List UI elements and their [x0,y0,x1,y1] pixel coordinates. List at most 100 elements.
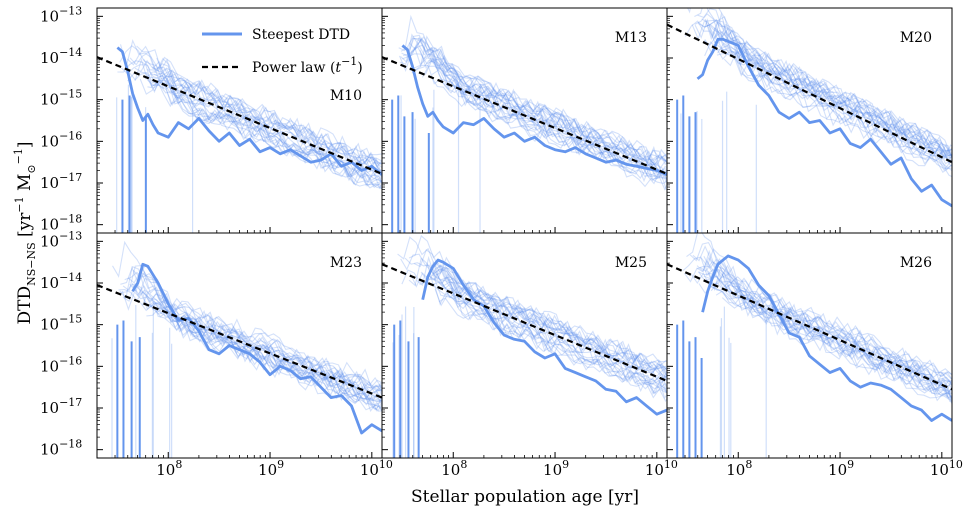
model-curve [713,274,952,387]
y-title-units-open: [yr [15,212,35,243]
model-curve [400,34,667,179]
x-tick-label: 108 [156,458,182,479]
model-curve [705,271,952,403]
model-curve [397,236,667,378]
model-curve [415,255,667,384]
x-tick-label: 109 [543,458,569,479]
steepest-dtd-line [421,258,667,416]
power-law-line [382,56,667,175]
y-tick-label: 10−13 [40,4,82,25]
model-curve [684,20,952,169]
model-curve [421,65,667,178]
model-curve [715,290,952,402]
x-tick-label: 1010 [930,458,963,479]
power-law-line [97,56,382,175]
model-curve [402,53,667,180]
model-curve [716,39,952,164]
model-curve [119,45,382,177]
legend-powerlaw-label: Power law (t−1) [252,55,363,76]
model-curve [112,240,382,388]
model-curve [703,30,952,162]
model-curve [710,282,952,402]
y-tick-label: 10−14 [40,271,82,292]
model-curve [408,37,667,165]
model-curve [686,233,952,386]
power-law-line [667,23,952,164]
model-curve [434,268,667,377]
model-curve [689,241,952,392]
model-curve [701,18,952,156]
model-curve [150,57,382,168]
model-curve [126,45,382,179]
model-curve [704,39,952,172]
model-curve [141,287,382,403]
model-curve [700,248,952,380]
panels-layer [97,8,952,458]
model-curve [152,60,382,165]
model-curve [408,234,667,371]
model-curve [705,266,952,393]
model-curve [413,249,667,379]
legend-powerlaw-suffix: ) [357,60,362,76]
model-curve [690,272,952,402]
model-curve [147,74,382,185]
model-curve [152,299,382,402]
x-tick-label: 109 [828,458,854,479]
model-curve [122,265,382,392]
model-curve [699,261,952,403]
model-curve [437,275,667,378]
panel-label: M26 [900,255,932,271]
model-curve [694,18,952,165]
model-curve [438,281,667,385]
model-curve [398,46,667,179]
model-curve [136,45,382,175]
model-curve [442,69,667,180]
x-tick-label: 109 [258,458,284,479]
panel-label: M13 [615,30,647,46]
y-tick-label: 10−17 [40,396,82,417]
y-title-exp1: −1 [13,196,26,212]
model-curve [434,289,667,395]
panel-M13 [382,14,667,233]
model-curve [127,71,382,187]
x-tick-label: 1010 [360,458,393,479]
model-curve [438,297,667,395]
model-curve [414,53,667,191]
model-curve [147,297,382,408]
model-curve [687,8,952,157]
model-curve [710,281,952,402]
model-curve [707,265,952,396]
model-curve [132,277,382,392]
model-curve [403,38,667,165]
model-curve [139,301,382,412]
model-curve [147,303,382,403]
model-curve [694,13,952,159]
panel-M10 [97,39,382,233]
model-curve [152,302,382,402]
power-law-line [97,284,382,399]
model-curve [696,249,952,385]
y-title-units-mid: M [15,174,35,197]
y-title-units-close: ] [15,141,35,148]
y-title-exp2: −1 [12,148,25,164]
x-tick-label: 108 [441,458,467,479]
model-curve [698,283,952,401]
model-curve [705,15,952,160]
model-curve [712,23,952,156]
legend: Steepest DTD Power law (t−1) [202,27,363,76]
model-curve [151,299,382,412]
x-tick-label: 1010 [645,458,678,479]
model-curve [431,61,667,163]
model-curve [713,27,952,152]
panel-label: M25 [615,255,647,271]
model-curve [442,72,667,182]
model-curve [425,262,667,381]
panel-label: M10 [330,88,362,104]
model-curve [716,53,952,178]
model-curve [139,78,382,187]
panel-frames-layer: M10 10−13 10−14 10−15 10−16 10−17 10−18 M13 M20 M… [40,4,963,479]
power-law-line [382,263,667,382]
model-curve [703,255,952,377]
y-tick-label: 10−13 [40,229,82,250]
